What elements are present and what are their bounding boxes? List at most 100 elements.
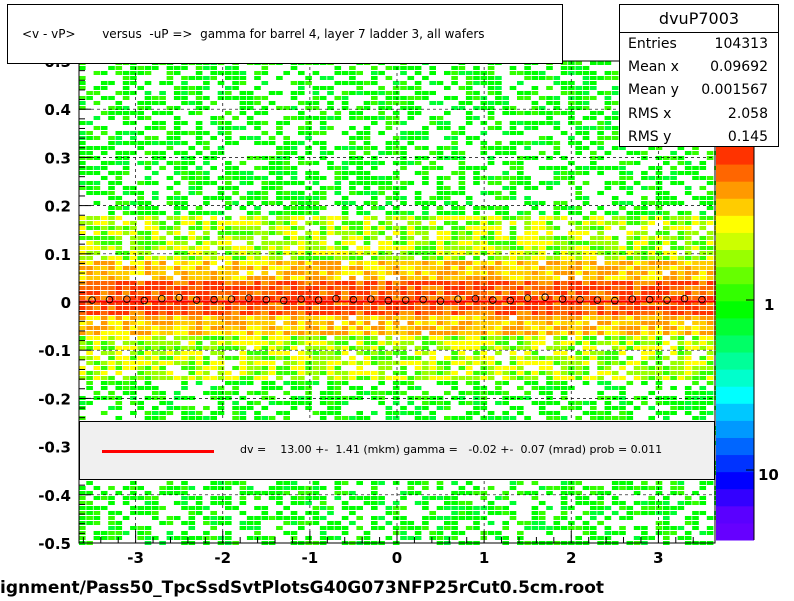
- heatmap-cell: [334, 296, 342, 300]
- heatmap-cell: [604, 331, 612, 335]
- heatmap-cell: [429, 91, 436, 95]
- heatmap-cell: [444, 401, 451, 405]
- heatmap-cell: [546, 271, 553, 275]
- heatmap-cell: [225, 141, 232, 145]
- heatmap-cell: [371, 301, 378, 305]
- heatmap-cell: [276, 171, 283, 175]
- heatmap-cell: [451, 351, 458, 355]
- heatmap-cell: [575, 231, 582, 235]
- heatmap-cell: [400, 391, 407, 395]
- heatmap-cell: [648, 286, 655, 290]
- heatmap-cell: [414, 366, 422, 370]
- heatmap-cell: [152, 226, 159, 230]
- heatmap-cell: [195, 221, 203, 225]
- heatmap-cell: [232, 331, 239, 335]
- heatmap-cell: [319, 251, 327, 255]
- heatmap-cell: [305, 151, 312, 155]
- heatmap-cell: [641, 311, 648, 315]
- heatmap-cell: [363, 201, 371, 205]
- heatmap-cell: [356, 221, 363, 225]
- heatmap-cell: [509, 286, 517, 290]
- heatmap-cell: [166, 136, 174, 140]
- heatmap-cell: [115, 66, 123, 70]
- heatmap-cell: [465, 336, 473, 340]
- heatmap-cell: [604, 61, 612, 65]
- heatmap-cell: [546, 156, 553, 160]
- heatmap-cell: [531, 156, 539, 160]
- heatmap-cell: [414, 316, 422, 320]
- heatmap-cell: [327, 381, 334, 385]
- heatmap-cell: [188, 261, 196, 265]
- heatmap-cell: [670, 326, 677, 330]
- heatmap-cell: [195, 351, 203, 355]
- heatmap-cell: [641, 221, 648, 225]
- heatmap-cell: [363, 246, 371, 250]
- heatmap-cell: [254, 291, 261, 295]
- heatmap-cell: [444, 246, 451, 250]
- heatmap-cell: [487, 176, 495, 180]
- heatmap-cell: [130, 356, 137, 360]
- heatmap-cell: [655, 376, 663, 380]
- heatmap-cell: [173, 96, 181, 100]
- heatmap-cell: [611, 376, 619, 380]
- heatmap-cell: [465, 301, 473, 305]
- heatmap-cell: [458, 241, 466, 245]
- heatmap-cell: [582, 86, 590, 90]
- heatmap-cell: [597, 416, 604, 420]
- heatmap-cell: [692, 286, 699, 290]
- heatmap-cell: [458, 301, 466, 305]
- heatmap-cell: [590, 241, 597, 245]
- heatmap-cell: [633, 266, 641, 270]
- heatmap-cell: [641, 216, 648, 220]
- heatmap-cell: [509, 336, 517, 340]
- heatmap-cell: [407, 246, 415, 250]
- heatmap-cell: [480, 76, 488, 80]
- heatmap-cell: [290, 191, 298, 195]
- heatmap-cell: [115, 156, 123, 160]
- heatmap-cell: [509, 131, 517, 135]
- heatmap-cell: [517, 236, 524, 240]
- heatmap-cell: [122, 366, 130, 370]
- heatmap-cell: [385, 366, 393, 370]
- heatmap-cell: [458, 311, 466, 315]
- heatmap-cell: [305, 296, 312, 300]
- heatmap-cell: [319, 121, 327, 125]
- heatmap-cell: [611, 196, 619, 200]
- heatmap-cell: [677, 291, 685, 295]
- heatmap-cell: [400, 271, 407, 275]
- heatmap-cell: [502, 246, 509, 250]
- heatmap-cell: [414, 276, 422, 280]
- heatmap-cell: [341, 266, 349, 270]
- heatmap-cell: [378, 91, 385, 95]
- heatmap-cell: [152, 321, 159, 325]
- heatmap-cell: [473, 96, 480, 100]
- heatmap-cell: [93, 281, 101, 285]
- heatmap-cell: [582, 116, 590, 120]
- heatmap-cell: [356, 386, 363, 390]
- heatmap-cell: [575, 306, 582, 310]
- heatmap-cell: [173, 141, 181, 145]
- heatmap-cell: [122, 161, 130, 165]
- heatmap-cell: [451, 321, 458, 325]
- heatmap-cell: [327, 391, 334, 395]
- heatmap-cell: [130, 91, 137, 95]
- heatmap-cell: [502, 96, 509, 100]
- heatmap-cell: [699, 201, 707, 205]
- heatmap-cell: [451, 331, 458, 335]
- heatmap-cell: [655, 266, 663, 270]
- heatmap-cell: [181, 131, 188, 135]
- heatmap-cell: [706, 401, 714, 405]
- heatmap-cell: [210, 351, 217, 355]
- heatmap-cell: [152, 171, 159, 175]
- heatmap-cell: [305, 236, 312, 240]
- heatmap-cell: [371, 266, 378, 270]
- heatmap-cell: [312, 161, 320, 165]
- heatmap-cell: [166, 406, 174, 410]
- heatmap-cell: [524, 246, 531, 250]
- heatmap-cell: [699, 411, 707, 415]
- heatmap-cell: [115, 351, 123, 355]
- heatmap-cell: [524, 66, 531, 70]
- heatmap-cell: [349, 91, 356, 95]
- heatmap-cell: [188, 76, 196, 80]
- heatmap-cell: [93, 266, 101, 270]
